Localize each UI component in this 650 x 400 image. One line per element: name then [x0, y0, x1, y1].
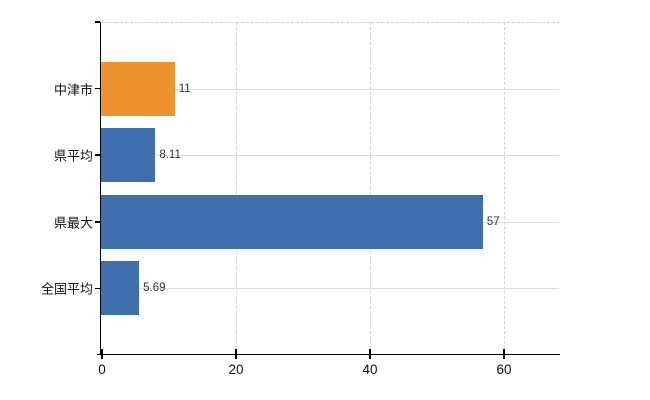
x-axis-tick — [101, 349, 103, 359]
category-label: 全国平均 — [40, 281, 93, 297]
plot-top-border — [100, 21, 560, 23]
x-axis-line — [97, 353, 560, 355]
bar-value-label: 5.69 — [143, 282, 166, 295]
x-axis-tick — [369, 349, 371, 359]
category-tick — [95, 287, 100, 290]
y-axis-line — [99, 22, 101, 355]
category-label: 中津市 — [53, 82, 93, 98]
bar-value-label: 8.11 — [159, 149, 181, 162]
x-tick-label: 20 — [228, 362, 244, 377]
category-tick — [95, 87, 100, 90]
x-tick-label: 60 — [496, 362, 512, 377]
x-tick-label: 40 — [362, 362, 378, 377]
x-axis-tick — [235, 349, 237, 359]
category-tick — [95, 221, 100, 223]
gridline-vertical — [370, 22, 371, 354]
gridline-vertical — [236, 22, 237, 354]
bar-value-label: 11 — [178, 82, 191, 95]
bar-default — [101, 194, 483, 249]
gridline-vertical — [504, 22, 505, 354]
y-axis-end-tick — [95, 21, 100, 23]
x-axis-tick — [503, 349, 505, 359]
category-label: 県平均 — [53, 148, 93, 164]
bar-default — [101, 261, 140, 316]
category-tick — [95, 154, 100, 156]
gridline-horizontal — [101, 288, 559, 290]
bar-default — [101, 128, 156, 183]
bar-highlight — [101, 61, 175, 116]
category-label: 県最大 — [53, 215, 93, 231]
bar-value-label: 57 — [486, 215, 500, 228]
gridline-horizontal — [101, 155, 559, 157]
gridline-horizontal — [101, 88, 559, 90]
x-tick-label: 0 — [98, 362, 106, 377]
